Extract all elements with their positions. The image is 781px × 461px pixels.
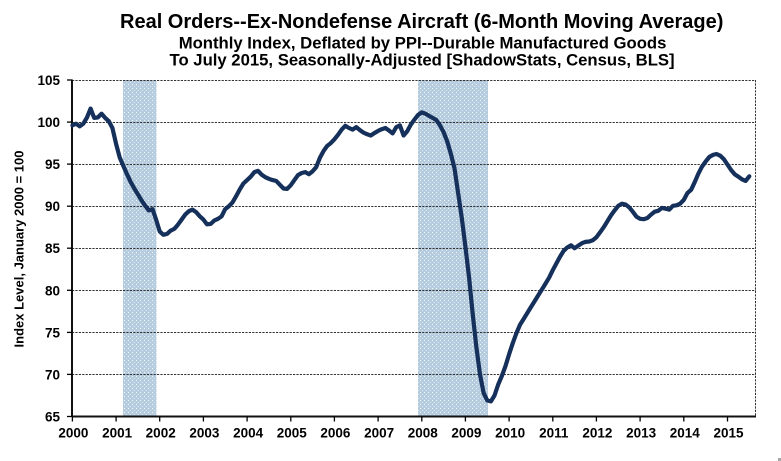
svg-text:Real Orders--Ex-Nondefense Air: Real Orders--Ex-Nondefense Aircraft (6-M… — [120, 11, 723, 33]
svg-text:75: 75 — [45, 325, 61, 340]
svg-text:Monthly Index, Deflated by PPI: Monthly Index, Deflated by PPI--Durable … — [179, 34, 667, 53]
svg-text:2011: 2011 — [539, 426, 569, 441]
svg-text:70: 70 — [45, 367, 60, 382]
svg-text:2000: 2000 — [58, 426, 88, 441]
svg-text:2003: 2003 — [189, 426, 220, 441]
svg-text:105: 105 — [37, 73, 60, 88]
svg-text:2006: 2006 — [320, 426, 351, 441]
svg-text:2004: 2004 — [233, 426, 264, 441]
svg-text:2009: 2009 — [451, 426, 481, 441]
svg-text:80: 80 — [45, 283, 60, 298]
svg-text:2015: 2015 — [713, 426, 744, 441]
svg-text:100: 100 — [37, 115, 60, 130]
svg-text:2007: 2007 — [364, 426, 394, 441]
svg-text:85: 85 — [45, 241, 61, 256]
svg-text:2002: 2002 — [146, 426, 176, 441]
svg-text:2012: 2012 — [582, 426, 612, 441]
svg-text:95: 95 — [45, 157, 61, 172]
svg-text:2001: 2001 — [102, 426, 133, 441]
svg-text:65: 65 — [45, 410, 61, 425]
svg-text:2008: 2008 — [408, 426, 439, 441]
svg-text:2010: 2010 — [495, 426, 525, 441]
svg-text:Index Level, January 2000 = 10: Index Level, January 2000 = 100 — [11, 151, 26, 348]
svg-text:2005: 2005 — [277, 426, 308, 441]
svg-text:To July 2015, Seasonally-Adjus: To July 2015, Seasonally-Adjusted [Shado… — [170, 51, 675, 70]
svg-text:90: 90 — [45, 199, 60, 214]
svg-text:2014: 2014 — [670, 426, 701, 441]
svg-text:2013: 2013 — [626, 426, 657, 441]
